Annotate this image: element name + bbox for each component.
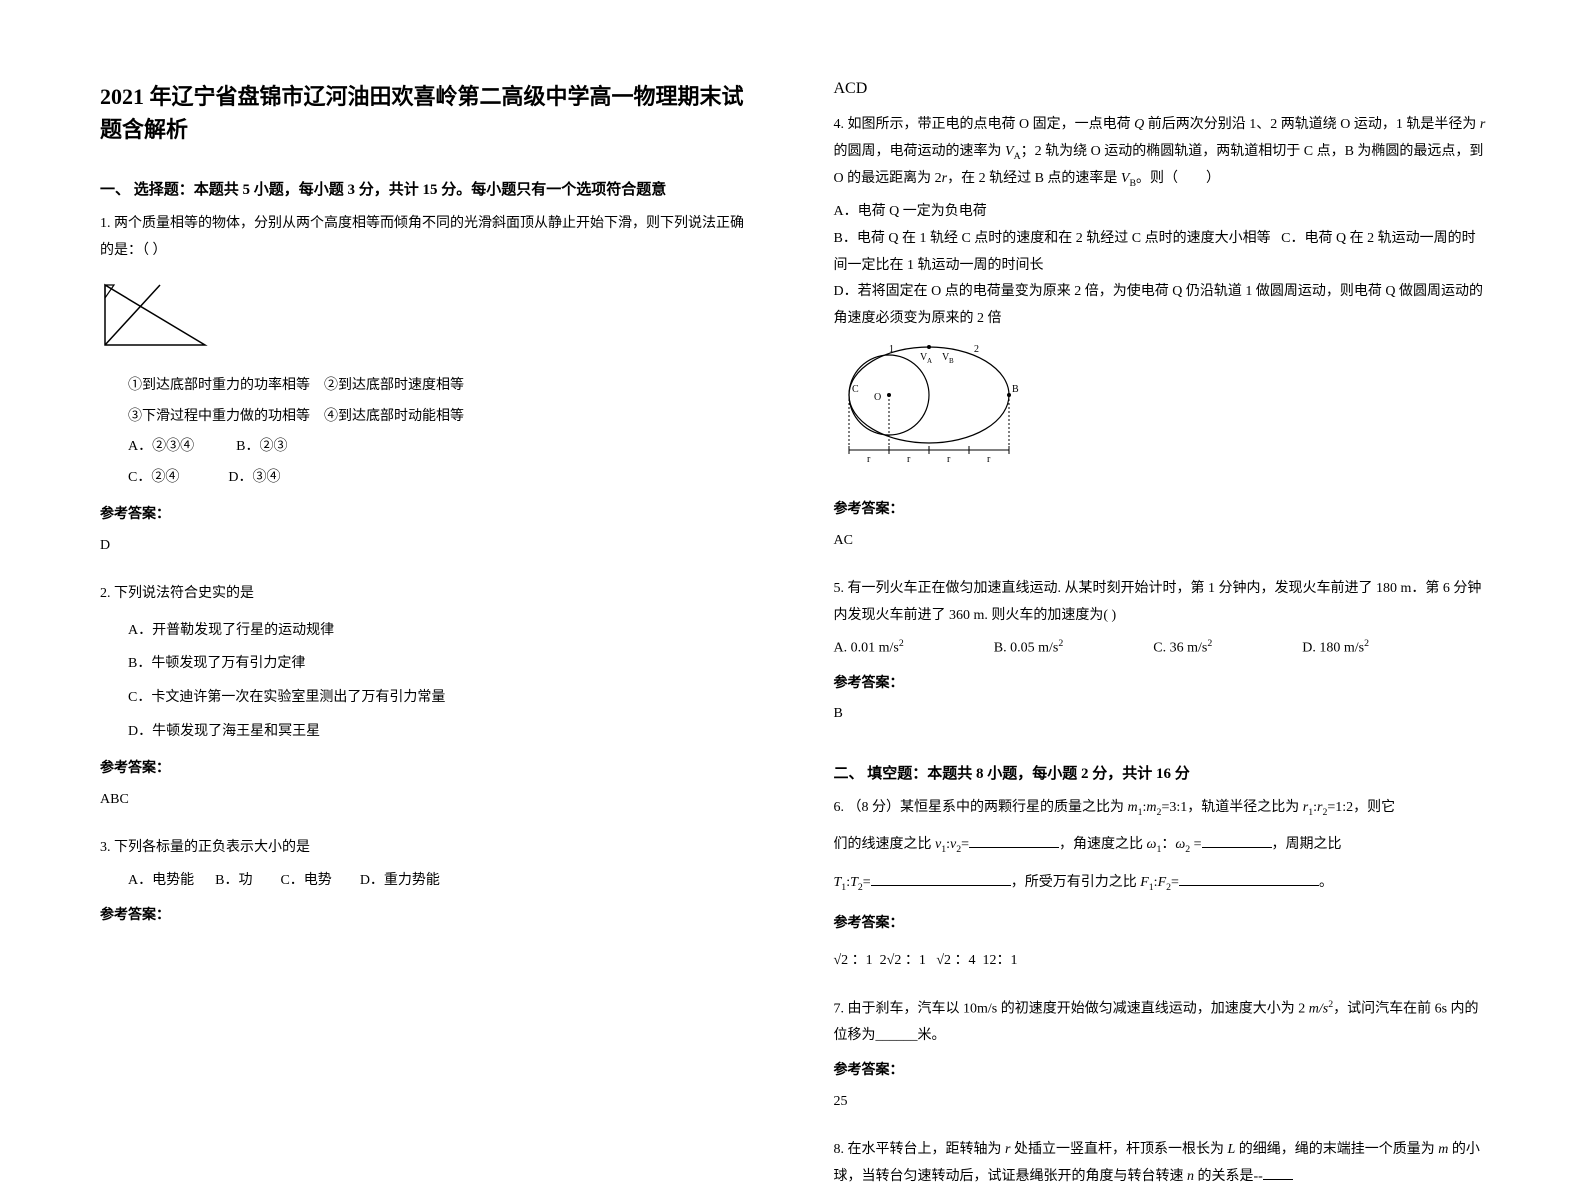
q3-opt-d: D．重力势能 [360,873,440,888]
q1-opt-c: C．②④ [128,470,179,485]
svg-text:B: B [1012,384,1019,395]
q4-opt-b: B．电荷 Q 在 1 轨经 C 点时的速度和在 2 轨经过 C 点时的速度大小相… [834,231,1271,246]
q3-opt-b: B．功 [215,873,252,888]
q8-stem: 8. 在水平转台上，距转轴为 r 处插立一竖直杆，杆顶系一根长为 L 的细绳，绳… [834,1137,1488,1190]
q5-opt-d: D. 180 m/s2 [1302,635,1369,662]
right-column: ACD 4. 如图所示，带正电的点电荷 O 固定，一点电荷 Q 前后两次分别沿 … [834,80,1488,1042]
q3-stem: 3. 下列各标量的正负表示大小的是 [100,835,754,862]
q5-ans: B [834,701,1488,728]
q4-stem: 4. 如图所示，带正电的点电荷 O 固定，一点电荷 Q 前后两次分别沿 1、2 … [834,112,1488,193]
q1-stem: 1. 两个质量相等的物体，分别从两个高度相等而倾角不同的光滑斜面顶从静止开始下滑… [100,211,754,264]
q1-stmt-3: ③下滑过程中重力做的功相等 [128,409,310,424]
q1-stmt-2: ②到达底部时速度相等 [324,378,464,393]
svg-text:r: r [947,454,951,465]
q4-ans-label: 参考答案： [834,497,1488,524]
q6-ans-label: 参考答案： [834,911,1488,938]
section-2-header: 二、 填空题：本题共 8 小题，每小题 2 分，共计 16 分 [834,762,1488,783]
q2-ans: ABC [100,787,754,814]
q1-statements: ①到达底部时重力的功率相等 ②到达底部时速度相等 ③下滑过程中重力做的功相等 ④… [100,371,754,494]
q2-stem: 2. 下列说法符合史实的是 [100,581,754,608]
q1-ans: D [100,533,754,560]
q5-opt-a: A. 0.01 m/s2 [834,635,904,662]
question-8: 8. 在水平转台上，距转轴为 r 处插立一竖直杆，杆顶系一根长为 L 的细绳，绳… [834,1137,1488,1190]
q4-opt-a: A．电荷 Q 一定为负电荷 [834,199,1488,226]
q2-ans-label: 参考答案： [100,756,754,783]
q7-stem: 7. 由于刹车，汽车以 10m/s 的初速度开始做匀减速直线运动，加速度大小为 … [834,996,1488,1050]
q1-ans-label: 参考答案： [100,502,754,529]
q1-stmt-4: ④到达底部时动能相等 [324,409,464,424]
q2-opt-a: A．开普勒发现了行星的运动规律 [128,614,754,648]
q3-ans-label: 参考答案： [100,903,754,930]
q6-ans: √2 ：1 2√2 ：1 √2 ：4 12：1 [834,948,1488,975]
q1-opt-b: B．②③ [236,439,287,454]
q1-stmt-1: ①到达底部时重力的功率相等 [128,378,310,393]
svg-text:2: 2 [974,344,979,355]
q6-line2: 们的线速度之比 v1:v2=，角速度之比 ω1：ω2 =，周期之比 [834,832,1488,859]
svg-text:r: r [867,454,871,465]
svg-text:r: r [907,454,911,465]
question-3: 3. 下列各标量的正负表示大小的是 A．电势能 B．功 C．电势 D．重力势能 … [100,835,754,933]
q1-opt-a: A．②③④ [128,439,194,454]
question-5: 5. 有一列火车正在做匀加速直线运动. 从某时刻开始计时，第 1 分钟内，发现火… [834,576,1488,742]
question-7: 7. 由于刹车，汽车以 10m/s 的初速度开始做匀减速直线运动，加速度大小为 … [834,996,1488,1129]
svg-text:A: A [927,357,932,365]
page-title: 2021 年辽宁省盘锦市辽河油田欢喜岭第二高级中学高一物理期末试题含解析 [100,80,754,146]
q1-opt-d: D．③④ [228,470,280,485]
section-1-header: 一、 选择题：本题共 5 小题，每小题 3 分，共计 15 分。每小题只有一个选… [100,178,754,199]
q3-opt-a: A．电势能 [128,873,194,888]
q3-opt-c: C．电势 [280,873,331,888]
q4-opts-bc: B．电荷 Q 在 1 轨经 C 点时的速度和在 2 轨经过 C 点时的速度大小相… [834,226,1488,279]
q4-ans: AC [834,528,1488,555]
q2-opt-b: B．牛顿发现了万有引力定律 [128,647,754,681]
q4-opt-d: D．若将固定在 O 点的电荷量变为原来 2 倍，为使电荷 Q 仍沿轨道 1 做圆… [834,279,1488,332]
q7-ans-label: 参考答案： [834,1058,1488,1085]
question-2: 2. 下列说法符合史实的是 A．开普勒发现了行星的运动规律 B．牛顿发现了万有引… [100,581,754,827]
question-4: 4. 如图所示，带正电的点电荷 O 固定，一点电荷 Q 前后两次分别沿 1、2 … [834,112,1488,568]
q5-stem: 5. 有一列火车正在做匀加速直线运动. 从某时刻开始计时，第 1 分钟内，发现火… [834,576,1488,629]
svg-text:O: O [874,392,881,403]
q3-ans: ACD [834,80,1488,98]
svg-text:B: B [949,357,954,365]
q2-opt-d: D．牛顿发现了海王星和冥王星 [128,715,754,749]
svg-text:1: 1 [889,344,894,355]
q4-orbit-diagram: r r r r O C VA B VB 1 2 [834,340,1034,470]
left-column: 2021 年辽宁省盘锦市辽河油田欢喜岭第二高级中学高一物理期末试题含解析 一、 … [100,80,754,1042]
q5-ans-label: 参考答案： [834,671,1488,698]
question-1: 1. 两个质量相等的物体，分别从两个高度相等而倾角不同的光滑斜面顶从静止开始下滑… [100,211,754,573]
q5-opt-b: B. 0.05 m/s2 [994,635,1063,662]
svg-text:r: r [987,454,991,465]
q6-line3: T1:T2=，所受万有引力之比 F1:F2=。 [834,870,1488,897]
svg-text:C: C [852,384,859,395]
q5-opt-c: C. 36 m/s2 [1153,635,1212,662]
q2-opt-c: C．卡文迪许第一次在实验室里测出了万有引力常量 [128,681,754,715]
q1-triangle-diagram [100,280,210,350]
q7-ans: 25 [834,1089,1488,1116]
question-6: 6. （8 分）某恒星系中的两颗行星的质量之比为 m1:m2=3:1，轨道半径之… [834,795,1488,988]
q6-line1: 6. （8 分）某恒星系中的两颗行星的质量之比为 m1:m2=3:1，轨道半径之… [834,795,1488,822]
